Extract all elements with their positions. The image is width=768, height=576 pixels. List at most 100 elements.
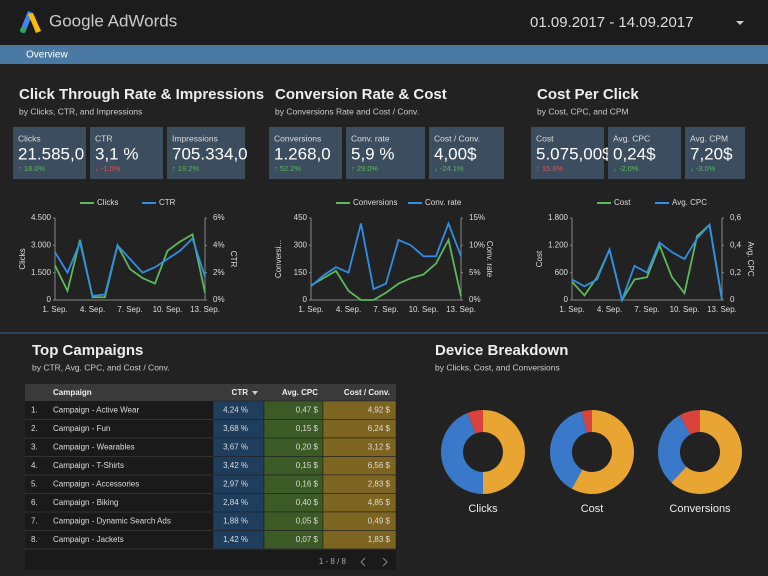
table-cell: Campaign - Biking bbox=[53, 498, 118, 507]
pagination: 1 - 8 / 8 bbox=[319, 557, 347, 566]
tab-overview[interactable]: Overview bbox=[26, 50, 68, 61]
y-tick-label: 0 bbox=[47, 295, 52, 304]
legend-label: CTR bbox=[159, 198, 176, 207]
kpi-value: 4,00$ bbox=[434, 144, 477, 163]
table-cell: 0,20 $ bbox=[296, 442, 319, 451]
y-tick-label: 600 bbox=[555, 268, 569, 277]
kpi-label: Avg. CPC bbox=[613, 133, 650, 143]
next-page[interactable] bbox=[382, 557, 388, 567]
y2-tick-label: 0,2 bbox=[730, 268, 742, 277]
table-cell: 3,12 $ bbox=[368, 442, 391, 451]
y2-tick-label: 4% bbox=[213, 240, 225, 249]
row-index: 1. bbox=[31, 405, 38, 414]
kpi-label: Avg. CPM bbox=[690, 133, 728, 143]
donut-title: Conversions bbox=[669, 503, 731, 515]
y-tick-label: 300 bbox=[294, 240, 308, 249]
row-index: 6. bbox=[31, 498, 38, 507]
y2-tick-label: 5% bbox=[469, 268, 481, 277]
y2-axis-label: Avg. CPC bbox=[746, 242, 755, 277]
table-cell: 1,42 % bbox=[223, 535, 248, 544]
table-cell: 2,84 % bbox=[223, 498, 248, 507]
line-series bbox=[54, 232, 206, 299]
line-series bbox=[310, 237, 462, 301]
kpi-change: ↑ 19.2% bbox=[172, 164, 199, 173]
panel-title: Conversion Rate & Cost bbox=[275, 86, 447, 103]
kpi-label: Impressions bbox=[172, 133, 218, 143]
legend-label: Cost bbox=[614, 198, 631, 207]
panel-subtitle: by Cost, CPC, and CPM bbox=[537, 106, 629, 116]
kpi-change: ↑ 52.2% bbox=[274, 164, 301, 173]
logo-icon bbox=[20, 11, 41, 33]
kpi-value: 3,1 % bbox=[95, 144, 138, 163]
legend-label: Conv. rate bbox=[425, 198, 462, 207]
y-axis-label: Clicks bbox=[18, 248, 27, 269]
kpi-value: 5,9 % bbox=[351, 144, 394, 163]
line-series bbox=[571, 222, 723, 304]
donut-slice bbox=[581, 410, 592, 433]
kpi-change: ↓ -24.1% bbox=[434, 164, 464, 173]
donut-slice bbox=[550, 411, 588, 489]
x-tick-label: 10. Sep. bbox=[409, 305, 439, 314]
y2-tick-label: 0% bbox=[469, 295, 481, 304]
y-axis-label: Conversi... bbox=[274, 240, 283, 278]
kpi-label: Clicks bbox=[18, 133, 41, 143]
x-tick-label: 4. Sep. bbox=[597, 305, 622, 314]
y-tick-label: 3.000 bbox=[31, 240, 52, 249]
row-index: 2. bbox=[31, 424, 38, 433]
table-cell: Campaign - Wearables bbox=[53, 442, 135, 451]
y-tick-label: 4.500 bbox=[31, 213, 52, 222]
kpi-card bbox=[13, 127, 86, 179]
kpi-change: ↓ -2.0% bbox=[613, 164, 639, 173]
legend-label: Avg. CPC bbox=[672, 198, 707, 207]
column-header: CTR bbox=[232, 388, 249, 397]
table-cell: 0,49 $ bbox=[368, 516, 391, 525]
table-cell: Campaign - Jackets bbox=[53, 535, 124, 544]
column-header: Campaign bbox=[53, 388, 92, 397]
kpi-card bbox=[429, 127, 504, 179]
donut-title: Clicks bbox=[468, 503, 498, 515]
kpi-label: CTR bbox=[95, 133, 112, 143]
donut-slice bbox=[571, 410, 635, 494]
kpi-change: ↓ -3.0% bbox=[690, 164, 716, 173]
table-title: Top Campaigns bbox=[32, 342, 143, 359]
row-index: 7. bbox=[31, 516, 38, 525]
prev-page[interactable] bbox=[360, 557, 366, 567]
x-tick-label: 4. Sep. bbox=[80, 305, 105, 314]
table-cell: 4,24 % bbox=[223, 405, 248, 414]
tab-bar bbox=[0, 45, 768, 64]
column-header: Avg. CPC bbox=[282, 388, 318, 397]
date-range[interactable]: 01.09.2017 - 14.09.2017 bbox=[530, 14, 693, 31]
kpi-card bbox=[167, 127, 245, 179]
panel-subtitle: by Conversions Rate and Cost / Conv. bbox=[275, 106, 419, 116]
table-cell: 3,68 % bbox=[223, 424, 248, 433]
x-tick-label: 13. Sep. bbox=[446, 305, 476, 314]
kpi-change: ↑ 15.6% bbox=[536, 164, 563, 173]
row-index: 5. bbox=[31, 479, 38, 488]
devices-subtitle: by Clicks, Cost, and Conversions bbox=[435, 362, 560, 372]
table-cell: 1,88 % bbox=[223, 516, 248, 525]
table-cell: 6,24 $ bbox=[368, 424, 391, 433]
table-cell: 2,83 $ bbox=[368, 479, 391, 488]
x-tick-label: 10. Sep. bbox=[153, 305, 183, 314]
donut-slice bbox=[671, 409, 742, 494]
table-cell: Campaign - Fun bbox=[53, 424, 110, 433]
y-tick-label: 450 bbox=[294, 213, 308, 222]
legend-label: Conversions bbox=[353, 198, 397, 207]
header-bar bbox=[0, 0, 768, 45]
kpi-card bbox=[269, 127, 342, 179]
row-index: 8. bbox=[31, 535, 38, 544]
table-cell: 0,47 $ bbox=[296, 405, 319, 414]
x-tick-label: 1. Sep. bbox=[298, 305, 323, 314]
x-tick-label: 10. Sep. bbox=[670, 305, 700, 314]
x-tick-label: 4. Sep. bbox=[336, 305, 361, 314]
y2-axis-label: Conv. rate bbox=[485, 241, 494, 278]
kpi-value: 5.075,00$ bbox=[536, 144, 612, 163]
x-tick-label: 1. Sep. bbox=[42, 305, 67, 314]
kpi-value: 1.268,0 bbox=[274, 144, 331, 163]
donut-slice bbox=[483, 410, 525, 494]
table-cell: 0,40 $ bbox=[296, 498, 319, 507]
logo-text: Google AdWords bbox=[49, 11, 177, 30]
kpi-label: Cost / Conv. bbox=[434, 133, 480, 143]
dropdown-arrow[interactable] bbox=[736, 21, 744, 25]
